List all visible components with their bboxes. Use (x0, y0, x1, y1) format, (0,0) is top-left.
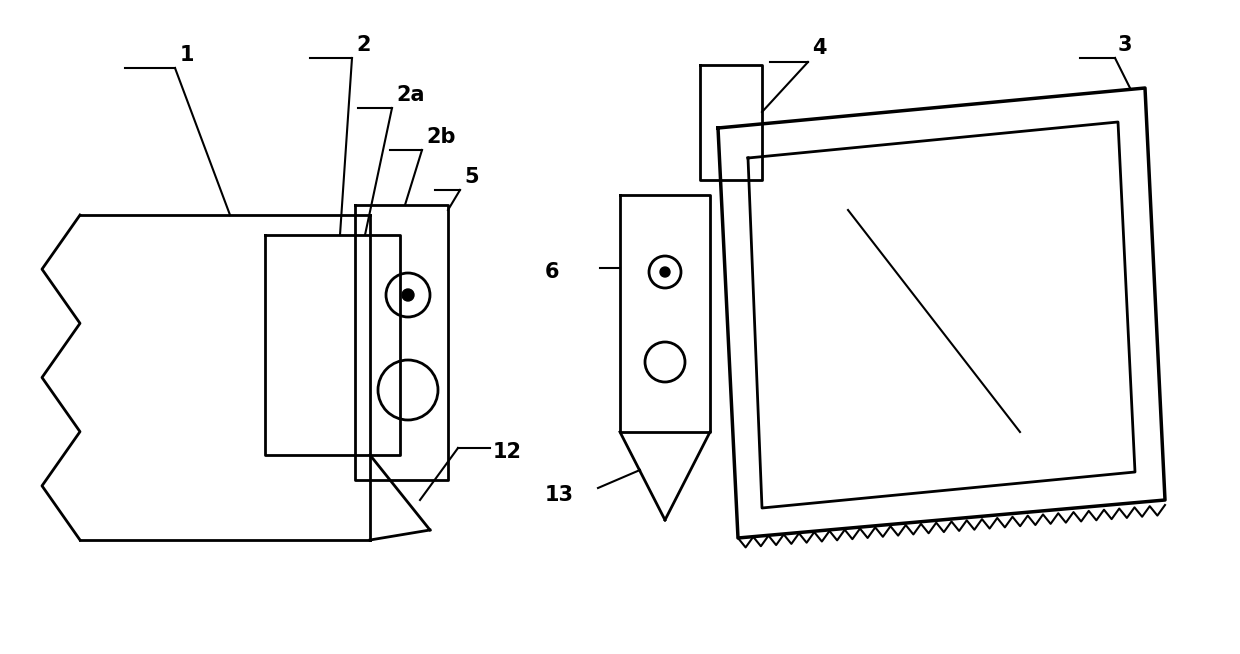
Text: 1: 1 (180, 45, 195, 65)
Circle shape (402, 289, 414, 301)
Text: 5: 5 (464, 167, 479, 187)
Text: 3: 3 (1118, 35, 1132, 55)
Text: 13: 13 (546, 485, 574, 505)
Circle shape (660, 267, 670, 277)
Text: 6: 6 (546, 262, 559, 282)
Text: 4: 4 (812, 38, 827, 58)
Text: 2: 2 (356, 35, 371, 55)
Text: 2a: 2a (396, 85, 424, 105)
Text: 2b: 2b (427, 127, 455, 147)
Text: 12: 12 (494, 442, 522, 462)
